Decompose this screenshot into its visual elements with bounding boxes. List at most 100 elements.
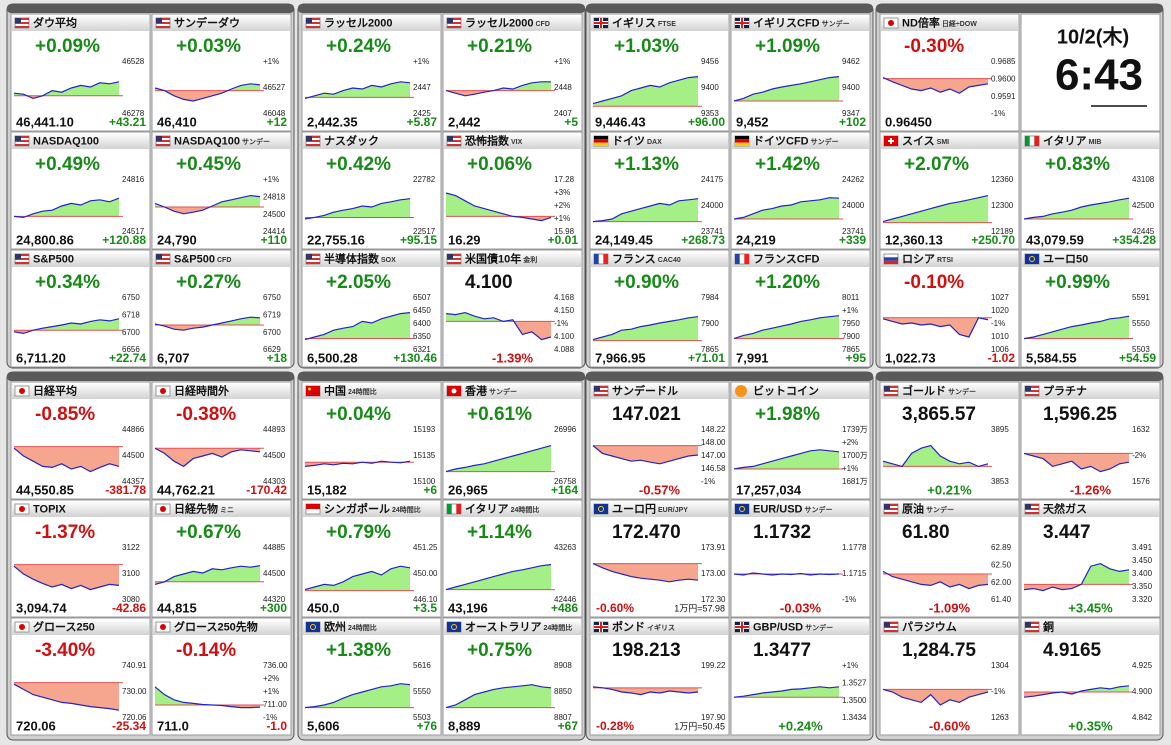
clock-tile — [1020, 13, 1161, 132]
spark-line — [304, 565, 411, 591]
flag-part — [739, 506, 745, 512]
tile — [151, 617, 292, 736]
change: -1.0 — [266, 719, 287, 733]
axis-label: 6400 — [413, 319, 431, 328]
spark-line — [304, 683, 411, 709]
axis-label: 148.22 — [701, 425, 726, 434]
spark-line — [13, 683, 120, 711]
axis-label: 24414 — [263, 227, 286, 236]
tile-header — [12, 619, 149, 635]
price: 172.470 — [612, 522, 681, 543]
change-pct: +0.09% — [35, 36, 100, 57]
tile-header — [732, 15, 869, 31]
tile-header — [881, 619, 1018, 635]
axis-label: 4.100 — [554, 332, 575, 341]
axis-label: 9462 — [842, 57, 860, 66]
tile-header — [153, 619, 290, 635]
change: +130.46 — [393, 351, 437, 365]
tile-name: ゴールド — [902, 383, 946, 397]
tile-name: ポンド — [612, 619, 645, 633]
axis-label: 6750 — [122, 293, 140, 302]
spark-line — [154, 194, 261, 215]
flag-part — [19, 624, 25, 630]
area-up — [734, 315, 839, 339]
price: 6,707 — [157, 350, 190, 365]
tile-header — [881, 251, 1018, 267]
tile — [730, 13, 871, 132]
axis-label: 7950 — [842, 319, 860, 328]
axis-label: 5503 — [1132, 345, 1150, 354]
price: 198.213 — [612, 640, 681, 661]
flag-part — [447, 144, 461, 146]
tile-name: EUR/USD — [753, 503, 803, 515]
flag-part — [15, 136, 29, 138]
tile-header — [732, 383, 869, 399]
change-pct: +0.24% — [326, 36, 391, 57]
tile-sub: サンデー — [242, 137, 270, 146]
tile-sub: サンデー — [805, 505, 833, 514]
flag-part — [603, 254, 608, 264]
tile — [1020, 131, 1161, 250]
area-down — [593, 687, 698, 695]
axis-label: 44885 — [263, 543, 286, 552]
flag-part — [594, 386, 608, 388]
change-pct: +0.67% — [176, 522, 241, 543]
change: +18 — [267, 351, 288, 365]
spark-line — [1023, 685, 1130, 698]
area-down — [593, 445, 698, 464]
spark-line — [13, 197, 120, 219]
axis-label: 46527 — [263, 83, 286, 92]
tile-name: 銅 — [1043, 619, 1054, 633]
axis-label: 720.06 — [122, 713, 147, 722]
axis-label: 62.00 — [991, 578, 1012, 587]
tile-header — [444, 619, 581, 635]
change-pct: +0.24% — [778, 718, 823, 733]
axis-label: 5503 — [413, 713, 431, 722]
axis-label: 12300 — [991, 201, 1014, 210]
axis-label: 8807 — [554, 713, 572, 722]
axis-label: 173.00 — [701, 569, 726, 578]
flag-part — [447, 18, 461, 20]
axis-label: 4.842 — [1132, 713, 1153, 722]
flag-part — [156, 22, 170, 24]
price: 2,442.35 — [307, 114, 358, 129]
axis-label: 3.491 — [1132, 543, 1153, 552]
price: 24,149.45 — [595, 232, 653, 247]
spark-line — [882, 317, 989, 338]
flag-part — [594, 386, 600, 391]
tile-header — [732, 501, 869, 517]
area-up — [446, 445, 551, 472]
change-pct: -1.26% — [1070, 482, 1112, 497]
area-down — [1024, 453, 1129, 472]
axis-label: 1681万 — [842, 477, 868, 486]
flag-part — [884, 386, 890, 391]
tile-header — [444, 251, 581, 267]
area-up — [446, 193, 551, 217]
axis-label: -1% — [991, 319, 1005, 328]
flag-part — [1025, 630, 1039, 632]
area-up — [446, 81, 551, 91]
tile — [151, 381, 292, 500]
axis-label: 173.91 — [701, 543, 726, 552]
tile-name: S&P500 — [33, 253, 74, 265]
tile-header — [153, 501, 290, 517]
axis-label: 1010 — [991, 332, 1009, 341]
tile — [442, 13, 583, 132]
spark-line — [304, 312, 411, 341]
change-pct: +0.35% — [1068, 718, 1113, 733]
area-up — [734, 686, 839, 698]
axis-label: 43108 — [1132, 175, 1155, 184]
spark-line — [304, 460, 411, 467]
spark-line — [882, 688, 989, 706]
price: 9,452 — [736, 114, 769, 129]
flag-part — [15, 22, 29, 24]
flag-part — [1029, 256, 1035, 262]
flag-part — [888, 140, 894, 142]
change: +22.74 — [109, 351, 146, 365]
axis-label: -1% — [842, 595, 856, 604]
flag-part — [594, 254, 599, 264]
flag-part — [594, 142, 608, 146]
axis-label: 6656 — [122, 345, 140, 354]
axis-label: 6321 — [413, 345, 431, 354]
axis-label: 1.1715 — [842, 569, 867, 578]
